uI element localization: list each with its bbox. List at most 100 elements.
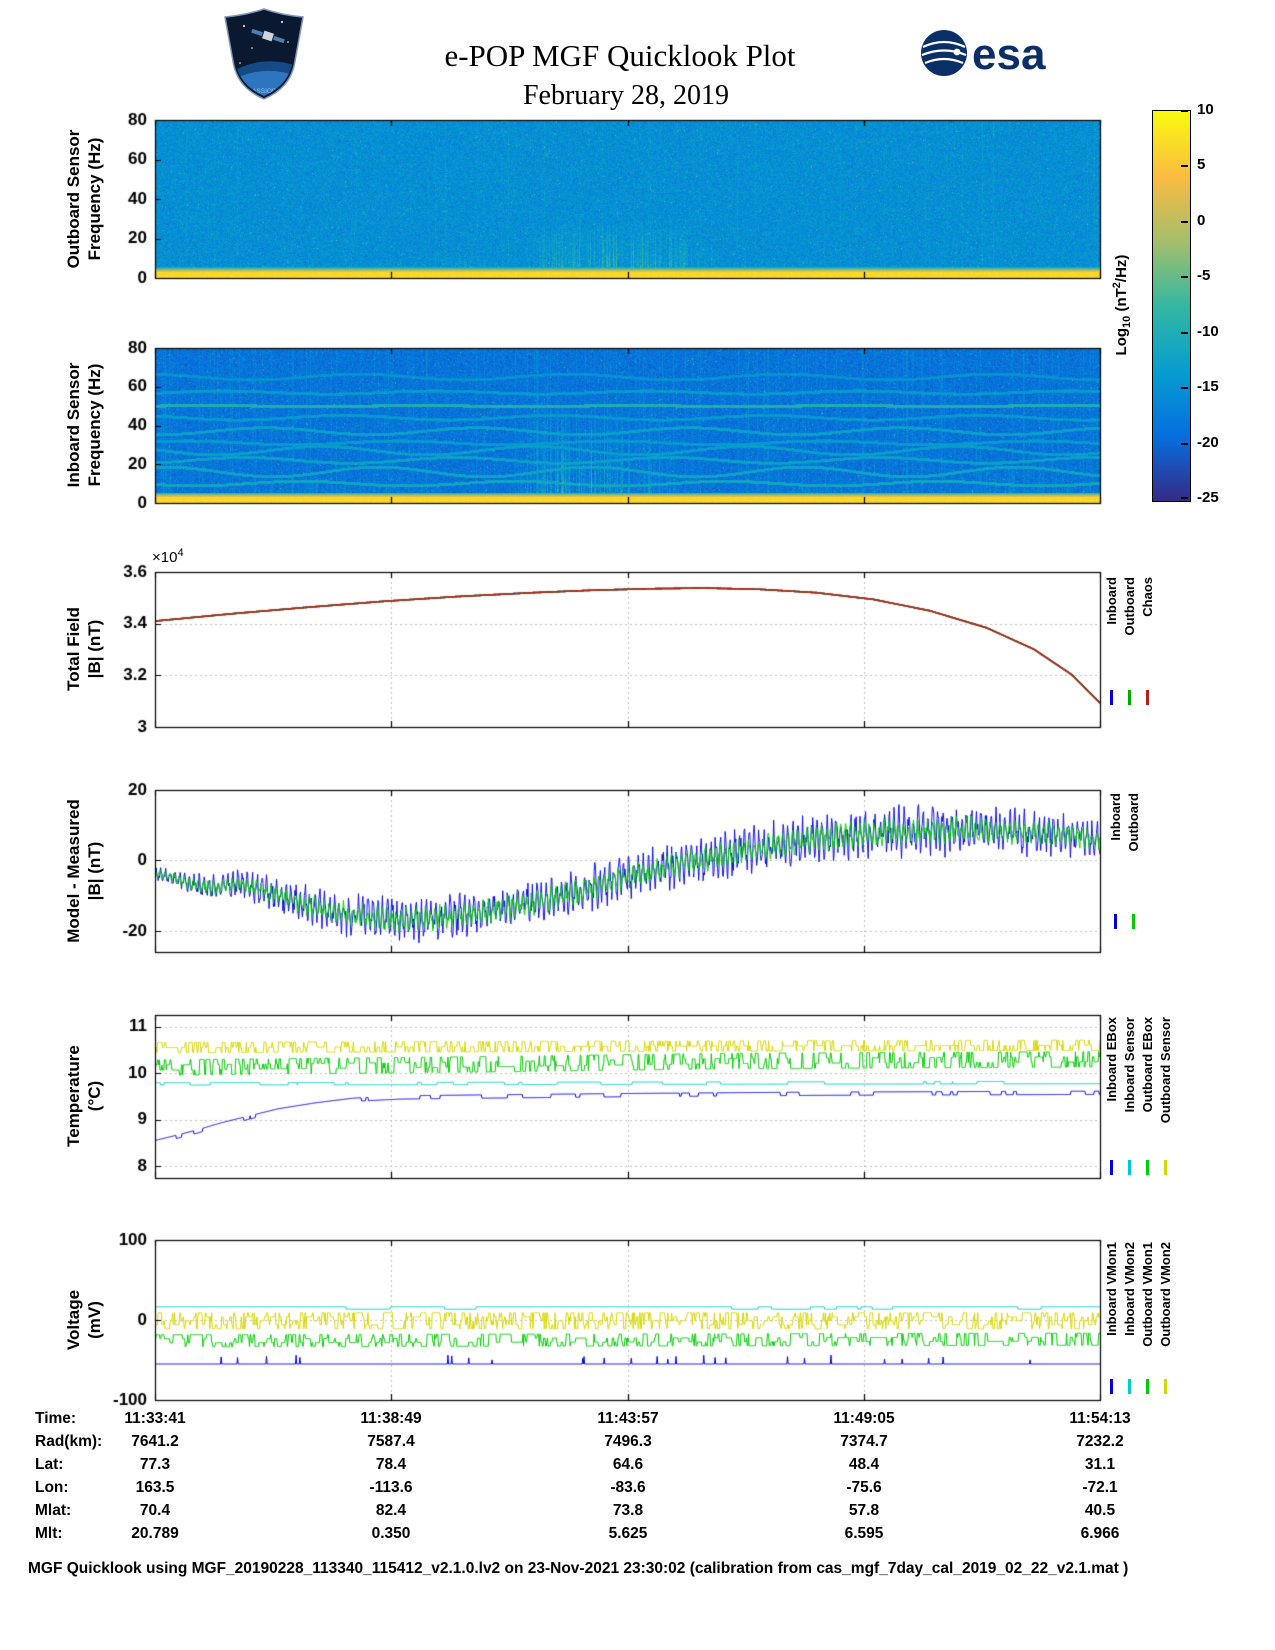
axis-value: 78.4 [375, 1456, 407, 1473]
legend-item: Outboard [1122, 577, 1137, 705]
patch-satellite [251, 28, 285, 44]
colorbar-tick-label: 0 [1197, 212, 1206, 229]
colorbar-tick-label: -10 [1197, 323, 1219, 340]
axis-value: 48.4 [848, 1456, 880, 1473]
axis-value: 7232.2 [1076, 1433, 1124, 1450]
legend-label: Outboard EBox [1140, 1017, 1155, 1113]
total-field-canvas [87, 560, 1117, 739]
axis-value: 0.350 [371, 1525, 411, 1542]
legend-label: Inboard [1104, 577, 1119, 625]
axis-value: 31.1 [1084, 1456, 1116, 1473]
legend-color-dash [1110, 690, 1113, 705]
colorbar-tick-label: -15 [1197, 378, 1219, 395]
legend-color-dash [1146, 1160, 1149, 1175]
colorbar-tick [1181, 443, 1188, 445]
colorbar-tick-label: -20 [1197, 434, 1219, 451]
legend-color-dash [1132, 914, 1135, 929]
axis-value: 57.8 [848, 1502, 880, 1519]
ylabel-temperature: Temperature (°C) [64, 1045, 104, 1147]
axis-value: 7641.2 [131, 1433, 179, 1450]
legend-label: Inboard Sensor [1122, 1017, 1137, 1113]
legend-item: Inboard VMon2 [1122, 1242, 1137, 1394]
colorbar-tick [1181, 387, 1188, 389]
legend-item: Outboard VMon2 [1158, 1242, 1173, 1394]
total-field-legend: Inboard Outboard Chaos [1104, 577, 1155, 705]
axis-value: 82.4 [375, 1502, 407, 1519]
temperature-legend: Inboard EBox Inboard Sensor Outboard EBo… [1104, 1017, 1173, 1175]
colorbar-tick [1181, 497, 1188, 499]
axis-value: 11:54:13 [1069, 1410, 1131, 1427]
inboard-spectrogram-canvas [87, 336, 1117, 515]
axis-value: 6.966 [1080, 1525, 1120, 1542]
colorbar-label: Log10 (nT2/Hz) [1111, 254, 1133, 356]
legend-label: Outboard [1122, 577, 1137, 636]
ylabel-model-minus-measured: Model - Measured |B| (nT) [64, 799, 104, 943]
legend-item: Outboard [1126, 793, 1141, 929]
axis-value: 20.789 [131, 1525, 179, 1542]
axis-value: 11:33:41 [124, 1410, 186, 1427]
colorbar [1152, 110, 1191, 502]
colorbar-tick [1181, 165, 1188, 167]
page-date: February 28, 2019 [522, 80, 730, 111]
axis-value: 7496.3 [604, 1433, 652, 1450]
legend-label: Inboard EBox [1104, 1017, 1119, 1102]
axis-value: 73.8 [612, 1502, 644, 1519]
legend-color-dash [1110, 1160, 1113, 1175]
axis-row-label: Rad(km): [35, 1433, 103, 1450]
axis-value: 5.625 [608, 1525, 648, 1542]
axis-value: 6.595 [844, 1525, 884, 1542]
axis-value: 7587.4 [367, 1433, 415, 1450]
legend-color-dash [1128, 690, 1131, 705]
legend-item: Inboard Sensor [1122, 1017, 1137, 1175]
legend-item: Outboard EBox [1140, 1017, 1155, 1175]
axis-value: -75.6 [846, 1479, 882, 1496]
axis-value: -113.6 [369, 1479, 413, 1496]
colorbar-tick [1181, 110, 1188, 112]
esa-wordmark: esa [972, 30, 1046, 79]
colorbar-tick [1181, 332, 1188, 334]
axis-row-label: Time: [35, 1410, 77, 1427]
legend-label: Outboard Sensor [1158, 1017, 1173, 1124]
model-minus-measured-legend: Inboard Outboard [1108, 793, 1141, 929]
legend-item: Inboard VMon1 [1104, 1242, 1119, 1394]
axis-row-label: Mlt: [35, 1525, 63, 1542]
axis-value: 70.4 [139, 1502, 171, 1519]
total-field-scale-note: ×104 [152, 547, 184, 566]
esa-logo: esa [921, 30, 1046, 79]
temperature-canvas [87, 1003, 1117, 1190]
axis-row-label: Mlat: [35, 1502, 72, 1519]
legend-label: Inboard [1108, 793, 1123, 841]
footer-caption: MGF Quicklook using MGF_20190228_113340_… [28, 1560, 1129, 1577]
legend-label: Outboard [1126, 793, 1141, 852]
axis-row-label: Lon: [35, 1479, 69, 1496]
legend-color-dash [1164, 1379, 1167, 1394]
cassiope-logo: CASSIOPE [224, 8, 304, 100]
axis-value: -83.6 [610, 1479, 646, 1496]
ylabel-voltage: Voltage (mV) [64, 1289, 104, 1351]
colorbar-tick-label: -5 [1197, 267, 1211, 284]
axis-value: -72.1 [1082, 1479, 1118, 1496]
colorbar-tick-label: 10 [1197, 101, 1214, 118]
voltage-legend: Inboard VMon1 Inboard VMon2 Outboard VMo… [1104, 1242, 1173, 1394]
legend-color-dash [1146, 690, 1149, 705]
axis-value: 7374.7 [840, 1433, 888, 1450]
legend-item: Inboard [1108, 793, 1123, 929]
legend-color-dash [1128, 1160, 1131, 1175]
patch-label: CASSIOPE [247, 88, 281, 95]
legend-item: Chaos [1140, 577, 1155, 705]
axis-value: 64.6 [612, 1456, 644, 1473]
legend-label: Chaos [1140, 577, 1155, 617]
legend-color-dash [1110, 1379, 1113, 1394]
ylabel-total-field: Total Field |B| (nT) [64, 607, 104, 691]
legend-label: Outboard VMon1 [1140, 1242, 1155, 1347]
legend-color-dash [1114, 914, 1117, 929]
legend-item: Outboard VMon1 [1140, 1242, 1155, 1394]
ylabel-inboard-spectrogram: Inboard Sensor Frequency (Hz) [64, 362, 104, 488]
ylabel-outboard-spectrogram: Outboard Sensor Frequency (Hz) [64, 129, 104, 269]
page-title: e-POP MGF Quicklook Plot [444, 38, 796, 73]
axis-value: 11:38:49 [360, 1410, 422, 1427]
colorbar-tick-label: -25 [1197, 489, 1219, 506]
legend-color-dash [1146, 1379, 1149, 1394]
axis-value: 163.5 [135, 1479, 175, 1496]
